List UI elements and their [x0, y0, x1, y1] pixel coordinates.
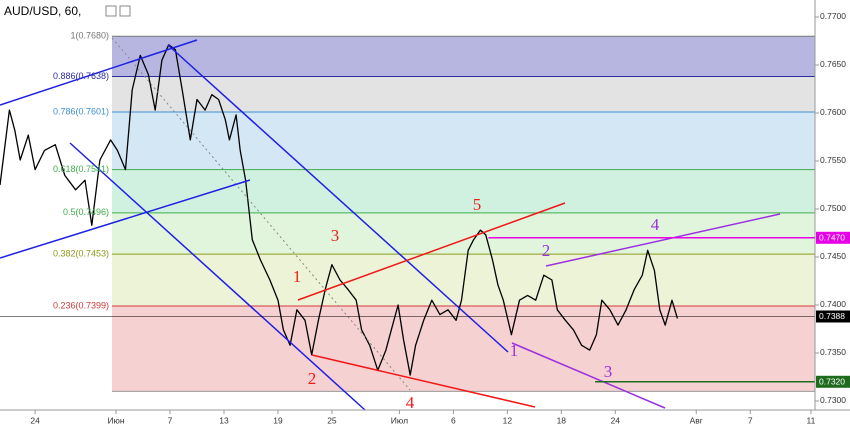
- wave-label: 3: [604, 362, 613, 381]
- wave-label: 3: [331, 226, 340, 245]
- trend-line: [511, 342, 666, 409]
- fib-label: 1(0.7680): [70, 31, 109, 41]
- wave-label: 4: [406, 393, 415, 412]
- x-tick-label: 11: [807, 415, 816, 425]
- y-tick-label: 0.7700: [820, 11, 846, 21]
- price-tag: [816, 310, 850, 323]
- wave-label: 5: [473, 195, 482, 214]
- trend-line: [0, 179, 251, 259]
- x-tick-label: Июн: [107, 415, 124, 425]
- x-tick-label: 24: [30, 415, 40, 425]
- fib-band: [112, 254, 815, 306]
- price-line: [0, 44, 679, 376]
- fib-trend: [111, 37, 411, 391]
- x-tick-label: 7: [168, 415, 173, 425]
- x-tick-label: 18: [557, 415, 567, 425]
- trend-line: [545, 213, 781, 267]
- y-tick-label: 0.7500: [820, 203, 846, 213]
- wave-label: 2: [308, 369, 317, 388]
- wave-label: 4: [651, 215, 660, 234]
- x-tick-label: Авг: [690, 415, 703, 425]
- fib-label: 0.786(0.7601): [53, 106, 109, 116]
- trend-line: [69, 142, 366, 411]
- icon[interactable]: [105, 5, 117, 17]
- wave-label: 1: [510, 341, 519, 360]
- y-tick-label: 0.7350: [820, 347, 846, 357]
- y-tick-label: 0.7650: [820, 59, 846, 69]
- fib-label: 0.236(0.7399): [53, 300, 109, 310]
- fib-label: 0.618(0.7541): [53, 164, 109, 174]
- chart-title: AUD/USD, 60,: [4, 4, 81, 18]
- price-tag: [816, 375, 850, 388]
- drawings: [0, 37, 781, 411]
- x-tick-label: 19: [273, 415, 283, 425]
- y-tick-label: 0.7300: [820, 395, 846, 405]
- icon[interactable]: [119, 5, 131, 17]
- y-tick-label: 0.7600: [820, 107, 846, 117]
- x-tick-label: 7: [748, 415, 753, 425]
- price-tag-label: 0.7470: [819, 233, 845, 243]
- wave-label: 1: [293, 267, 302, 286]
- fib-band: [112, 76, 815, 113]
- price-tag: [816, 231, 850, 244]
- trend-line: [311, 354, 536, 408]
- y-tick-label: 0.7550: [820, 155, 846, 165]
- fib-label: 0.382(0.7453): [53, 248, 109, 258]
- overlay: 1(0.7680) 0.886(0.7638) 0.786(0.7601) 0.618…: [0, 31, 815, 412]
- x-tick-label: 25: [327, 415, 337, 425]
- fib-label: 0.886(0.7638): [53, 71, 109, 81]
- fib-band: [112, 169, 815, 213]
- fib-band: [112, 212, 815, 255]
- x-tick-label: 12: [503, 415, 513, 425]
- x-tick-label: 6: [451, 415, 456, 425]
- trend-line: [0, 39, 198, 106]
- price-tag-label: 0.7388: [819, 311, 845, 321]
- wave-label: 2: [542, 241, 551, 260]
- y-tick-label: 0.7400: [820, 299, 846, 309]
- fib-bands: [112, 35, 815, 392]
- x-tick-label: Июл: [391, 415, 408, 425]
- fib-band: [112, 36, 815, 77]
- trend-line: [167, 44, 509, 353]
- fib-band: [112, 305, 815, 392]
- x-tick-label: 13: [219, 415, 229, 425]
- price-tag-label: 0.7320: [819, 377, 845, 387]
- y-tick-label: 0.7450: [820, 251, 846, 261]
- trend-line: [297, 202, 566, 301]
- grid: [34, 16, 819, 414]
- series: [0, 44, 679, 376]
- x-tick-label: 24: [611, 415, 621, 425]
- fib-label: 0.5(0.7496): [63, 207, 109, 217]
- fib-band: [112, 112, 815, 170]
